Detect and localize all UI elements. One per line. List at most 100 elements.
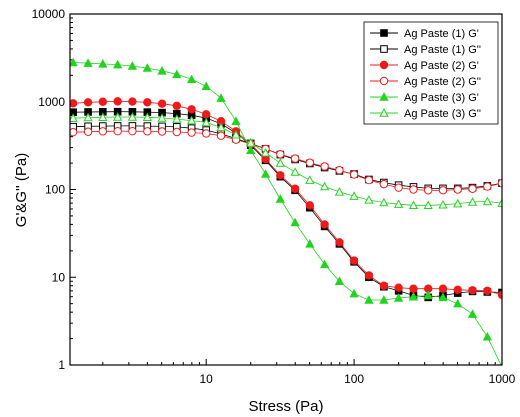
data-point <box>143 98 152 107</box>
data-point <box>482 331 492 341</box>
data-point <box>142 63 152 72</box>
data-point <box>290 154 300 163</box>
data-point <box>246 145 256 154</box>
series-5 <box>70 57 502 365</box>
data-point <box>216 131 226 140</box>
data-point <box>467 309 478 318</box>
x-tick-label: 10 <box>200 372 214 386</box>
data-point <box>157 99 167 108</box>
data-point <box>364 295 374 304</box>
y-tick-label: 10000 <box>32 7 66 21</box>
series-6 <box>70 112 502 210</box>
data-point <box>216 122 226 132</box>
data-point <box>216 93 226 102</box>
data-point <box>70 127 78 137</box>
data-point <box>453 185 462 194</box>
data-point <box>320 220 329 229</box>
data-point <box>113 126 122 136</box>
data-point <box>364 195 374 204</box>
legend-label: Ag Paste (3) G' <box>404 92 479 104</box>
x-axis-label: Stress (Pa) <box>248 398 323 415</box>
data-point <box>379 179 389 189</box>
data-point <box>319 259 330 269</box>
data-point <box>468 184 477 193</box>
data-point <box>157 127 167 136</box>
data-point <box>364 175 374 185</box>
data-point <box>276 150 285 159</box>
data-point <box>128 126 137 136</box>
series-line <box>73 111 502 298</box>
legend-label: Ag Paste (1) G' <box>404 28 479 40</box>
data-point <box>186 115 197 125</box>
x-tick-label: 100 <box>344 372 364 386</box>
data-point <box>394 183 403 192</box>
legend-marker <box>380 45 388 53</box>
data-point <box>70 57 78 67</box>
data-point <box>83 58 93 67</box>
data-point <box>201 117 211 127</box>
data-point <box>423 290 433 300</box>
series-layer <box>70 57 502 365</box>
series-line <box>73 125 502 189</box>
data-point <box>438 292 448 302</box>
data-point <box>453 198 463 208</box>
data-point <box>246 138 256 147</box>
data-point <box>453 285 462 294</box>
series-4 <box>70 126 502 195</box>
data-point <box>319 181 330 191</box>
data-point <box>98 127 108 136</box>
data-point <box>157 65 167 75</box>
data-point <box>409 185 418 194</box>
legend-marker <box>379 76 389 86</box>
series-3 <box>70 97 502 300</box>
data-point <box>335 238 344 247</box>
data-point <box>482 196 492 206</box>
legend-box <box>363 21 499 125</box>
data-point <box>349 288 359 298</box>
data-point <box>438 199 448 209</box>
data-point <box>335 165 344 175</box>
data-point <box>408 200 419 210</box>
data-point <box>187 105 196 114</box>
legend-marker <box>380 29 388 37</box>
legend-marker <box>379 60 389 70</box>
data-point <box>113 59 123 69</box>
data-point <box>290 217 300 227</box>
series-line <box>73 100 502 296</box>
legend-marker <box>379 108 389 117</box>
data-point <box>157 113 167 122</box>
data-point <box>275 194 285 203</box>
data-point <box>231 129 241 139</box>
y-axis-label: G'&G'' (Pa) <box>13 153 30 227</box>
legend-label: Ag Paste (2) G'' <box>404 76 481 88</box>
data-point <box>379 197 389 207</box>
data-point <box>186 74 197 84</box>
data-point <box>98 97 108 106</box>
y-tick-label: 1000 <box>38 95 65 109</box>
data-point <box>393 293 404 302</box>
data-point <box>305 201 315 210</box>
data-point <box>483 182 492 191</box>
data-point <box>260 147 271 157</box>
data-point <box>409 284 418 293</box>
data-point <box>438 186 448 195</box>
legend-marker <box>379 92 389 101</box>
data-point <box>393 199 404 208</box>
data-point <box>128 97 137 106</box>
data-point <box>201 81 211 91</box>
y-tick-label: 10 <box>52 270 66 284</box>
data-point <box>349 191 359 200</box>
data-point <box>113 97 122 106</box>
data-point <box>275 158 285 167</box>
plot-frame <box>69 13 503 366</box>
data-point <box>334 187 345 196</box>
data-point <box>305 158 315 167</box>
data-point <box>70 113 78 122</box>
data-point <box>172 127 182 137</box>
data-point <box>290 167 300 176</box>
data-point <box>408 291 419 301</box>
data-point <box>83 112 93 122</box>
data-point <box>83 127 93 136</box>
